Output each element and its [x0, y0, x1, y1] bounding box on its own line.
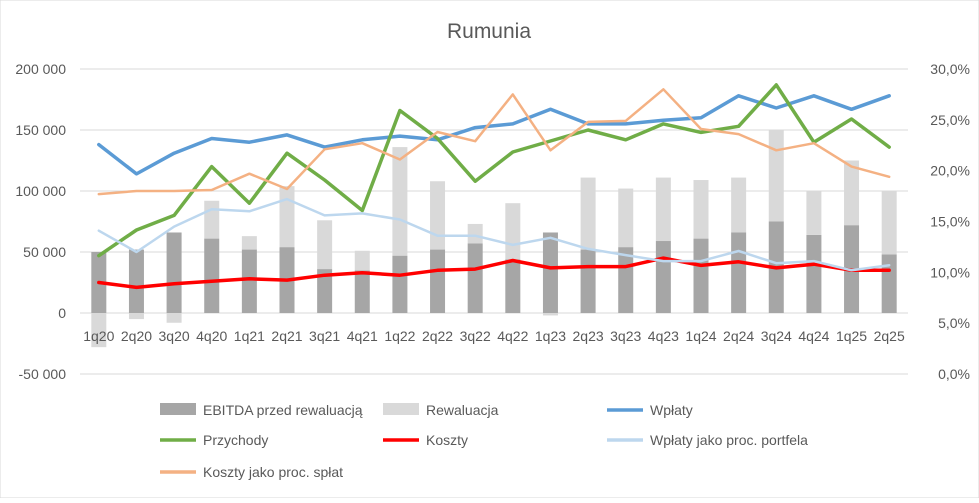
- x-tick-label: 4q23: [648, 328, 679, 344]
- x-tick-label: 2q25: [874, 328, 905, 344]
- y-left-tick-label: 150 000: [15, 122, 66, 138]
- y-right-tick-label: 25,0%: [930, 112, 970, 128]
- y-left-tick-label: -50 000: [19, 366, 67, 382]
- x-tick-label: 4q21: [347, 328, 378, 344]
- y-right-tick-label: 30,0%: [930, 61, 970, 77]
- x-tick-label: 2q20: [121, 328, 152, 344]
- x-tick-label: 1q23: [535, 328, 566, 344]
- bar-rewaluacja: [806, 191, 822, 235]
- x-tick-label: 3q21: [309, 328, 340, 344]
- bar-rewaluacja: [430, 181, 446, 250]
- x-tick-label: 2q22: [422, 328, 453, 344]
- line-series-2: [97, 256, 891, 290]
- legend-swatch: [160, 403, 196, 415]
- x-tick-label: 1q21: [234, 328, 265, 344]
- bar-ebitda: [655, 241, 671, 313]
- x-tick-label: 1q20: [83, 328, 114, 344]
- bar-ebitda: [166, 232, 182, 313]
- y-left-tick-label: 100 000: [15, 183, 66, 199]
- bar-ebitda: [354, 270, 370, 313]
- bar-rewaluacja: [166, 313, 182, 323]
- bar-ebitda: [241, 249, 257, 313]
- bar-rewaluacja: [392, 147, 408, 256]
- bar-rewaluacja: [91, 313, 107, 348]
- bar-rewaluacja: [731, 177, 747, 233]
- bar-ebitda: [618, 247, 634, 313]
- bar-ebitda: [580, 249, 596, 313]
- y-left-tick-label: 50 000: [23, 244, 66, 260]
- bar-rewaluacja: [768, 130, 784, 222]
- lines: [97, 83, 891, 290]
- bar-rewaluacja: [204, 200, 220, 239]
- bar-ebitda: [317, 269, 333, 313]
- bar-ebitda: [467, 243, 483, 313]
- legend: EBITDA przed rewaluacją Rewaluacja Wpłaty P…: [160, 402, 808, 480]
- x-tick-label: 3q24: [761, 328, 792, 344]
- bar-rewaluacja: [542, 313, 558, 316]
- x-tick-label: 3q22: [460, 328, 491, 344]
- y-left-tick-label: 0: [58, 305, 66, 321]
- bar-rewaluacja: [618, 188, 634, 248]
- bar-rewaluacja: [655, 177, 671, 242]
- bar-rewaluacja: [317, 220, 333, 270]
- x-tick-label: 4q24: [798, 328, 829, 344]
- bar-ebitda: [430, 249, 446, 313]
- legend-label: Wpłaty jako proc. portfela: [650, 432, 808, 448]
- x-tick-label: 2q21: [271, 328, 302, 344]
- line-series-0: [97, 94, 891, 176]
- bar-rewaluacja: [467, 223, 483, 244]
- bar-rewaluacja: [844, 160, 860, 226]
- bar-rewaluacja: [580, 177, 596, 250]
- bar-rewaluacja: [354, 250, 370, 271]
- bar-rewaluacja: [279, 186, 295, 248]
- bar-rewaluacja: [881, 191, 897, 255]
- y-right-tick-label: 15,0%: [930, 214, 970, 230]
- legend-label: Wpłaty: [650, 402, 693, 418]
- bar-rewaluacja: [128, 313, 144, 320]
- x-tick-label: 3q20: [159, 328, 190, 344]
- y-left-tick-label: 200 000: [15, 61, 66, 77]
- bar-ebitda: [128, 249, 144, 313]
- bar-ebitda: [505, 259, 521, 313]
- legend-label: Rewaluacja: [426, 402, 499, 418]
- bar-rewaluacja: [693, 180, 709, 239]
- x-tick-label: 1q25: [836, 328, 867, 344]
- bar-ebitda: [204, 238, 220, 313]
- bars: [91, 130, 897, 348]
- y-right-tick-label: 5,0%: [938, 315, 970, 331]
- bar-ebitda: [806, 234, 822, 313]
- x-tick-label: 4q20: [196, 328, 227, 344]
- axis-labels: -50 000 0 50 000 100 000 150 000 200 000 0,0% 5…: [15, 61, 970, 382]
- bar-ebitda: [693, 238, 709, 313]
- x-tick-label: 2q24: [723, 328, 754, 344]
- y-right-tick-label: 10,0%: [930, 264, 970, 280]
- x-tick-label: 1q22: [384, 328, 415, 344]
- y-right-tick-label: 20,0%: [930, 163, 970, 179]
- bar-ebitda: [731, 232, 747, 313]
- legend-swatch: [383, 403, 419, 415]
- bar-ebitda: [542, 232, 558, 313]
- bar-ebitda: [881, 254, 897, 313]
- x-tick-label: 3q23: [610, 328, 641, 344]
- x-tick-label: 1q24: [685, 328, 716, 344]
- bar-ebitda: [392, 255, 408, 313]
- chart-title: Rumunia: [447, 20, 531, 43]
- x-tick-label: 2q23: [573, 328, 604, 344]
- legend-label: Koszty: [426, 432, 468, 448]
- line-series-3: [97, 197, 891, 272]
- bar-rewaluacja: [241, 236, 257, 250]
- legend-label: Przychody: [203, 432, 268, 448]
- x-tick-label: 4q22: [497, 328, 528, 344]
- line-series-1: [97, 83, 891, 258]
- y-right-tick-label: 0,0%: [938, 366, 970, 382]
- line-series-4: [97, 88, 891, 196]
- legend-label: Koszty jako proc. spłat: [203, 464, 343, 480]
- bar-rewaluacja: [505, 203, 521, 260]
- legend-label: EBITDA przed rewaluacją: [203, 402, 363, 418]
